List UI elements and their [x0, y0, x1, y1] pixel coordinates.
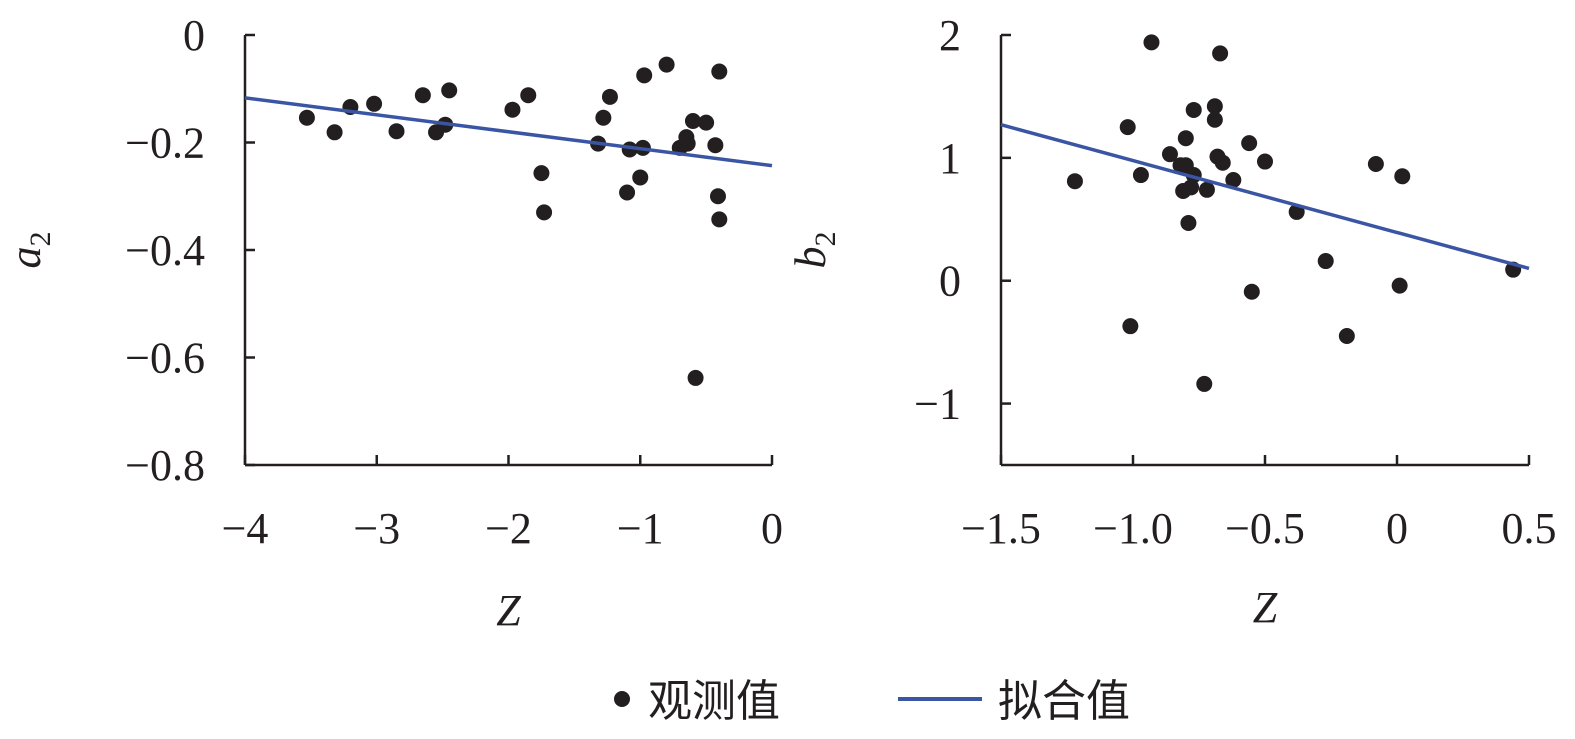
observed-point	[326, 124, 343, 141]
observed-point	[536, 204, 553, 221]
observed-point	[1367, 156, 1384, 172]
observed-point	[658, 56, 675, 73]
observed-point	[1180, 214, 1197, 231]
observed-point	[1196, 375, 1213, 392]
observed-point	[1243, 283, 1260, 300]
x-axis-title: Z	[1253, 583, 1278, 632]
chart-panel-a2: 0 −0.2 −0.4 −0.6 −0.8 −4 −3 −2 −1 0 Za2	[1, 11, 783, 635]
observed-point	[679, 135, 696, 152]
observed-point	[684, 113, 701, 129]
observed-point	[601, 88, 618, 105]
y-axis-title: a2	[1, 232, 57, 269]
observed-point	[1161, 146, 1178, 163]
x-tick-label: −0.5	[1225, 504, 1305, 553]
observed-point	[1338, 328, 1355, 344]
observed-point	[1132, 167, 1149, 184]
observed-point	[298, 109, 315, 126]
observed-point	[1177, 130, 1194, 147]
observed-point	[1143, 34, 1160, 51]
x-tick-label: −3	[353, 504, 400, 553]
y-tick-label: −0.2	[125, 119, 205, 168]
observed-point	[1241, 135, 1258, 152]
y-tick-label: 0	[939, 257, 961, 306]
y-tick-label: 1	[939, 134, 961, 183]
observed-point	[1206, 98, 1223, 115]
observed-point	[504, 101, 521, 118]
y-tick-label: −0.6	[125, 334, 205, 383]
observed-point	[1391, 277, 1408, 294]
observed-point	[687, 369, 704, 386]
observed-point	[441, 82, 458, 99]
x-tick-label: −2	[485, 504, 532, 553]
legend-observed-marker	[614, 691, 630, 707]
x-tick-label: −1.5	[961, 504, 1041, 553]
observed-point	[1214, 154, 1231, 171]
observed-point	[1257, 153, 1273, 170]
y-axis-title-main: a	[1, 247, 50, 269]
observed-point	[388, 123, 405, 140]
observed-point	[1317, 253, 1334, 270]
y-axis-title: b2	[786, 232, 842, 269]
fit-line	[1000, 122, 1530, 271]
observed-point	[366, 95, 383, 112]
x-tick-label: 0.5	[1502, 504, 1557, 553]
x-tick-label: 0	[761, 504, 783, 553]
observed-point	[1119, 119, 1136, 136]
observed-point	[619, 184, 636, 201]
observed-point	[1122, 318, 1139, 335]
y-tick-label: −0.8	[125, 441, 205, 490]
observed-point	[414, 87, 431, 104]
y-tick-label: 0	[183, 11, 205, 60]
y-tick-label: −0.4	[125, 226, 205, 275]
x-tick-label: −1.0	[1093, 504, 1173, 553]
y-tick-label: 2	[939, 11, 961, 60]
observed-point	[1198, 181, 1215, 198]
x-tick-label: −4	[222, 504, 269, 553]
observed-point	[520, 87, 537, 104]
x-tick-label: −1	[617, 504, 664, 553]
observed-point	[698, 114, 715, 131]
legend-observed-label: 观测值	[648, 676, 780, 727]
x-axis-title: Z	[496, 586, 521, 635]
observed-point	[1225, 171, 1242, 188]
y-axis-title-sub: 2	[24, 232, 57, 247]
observed-point	[1212, 45, 1229, 62]
y-axis-title-sub: 2	[809, 232, 842, 247]
observed-point	[533, 165, 550, 182]
observed-point	[711, 211, 728, 228]
observed-point	[1206, 111, 1223, 128]
observed-point	[707, 137, 724, 154]
observed-point	[632, 169, 649, 186]
observed-point	[1183, 179, 1200, 196]
legend: 观测值 拟合值	[614, 676, 1130, 727]
observed-point	[711, 63, 728, 80]
fit-line	[244, 96, 773, 168]
observed-point	[595, 109, 612, 126]
observed-point	[1394, 168, 1411, 185]
y-tick-label: −1	[914, 380, 961, 429]
y-axis-title-main: b	[786, 247, 835, 269]
legend-fit-label: 拟合值	[998, 676, 1130, 727]
observed-point	[1185, 101, 1202, 118]
observed-point	[636, 67, 653, 84]
observed-point	[709, 188, 726, 205]
observed-point	[1066, 173, 1083, 190]
x-tick-label: 0	[1386, 504, 1408, 553]
